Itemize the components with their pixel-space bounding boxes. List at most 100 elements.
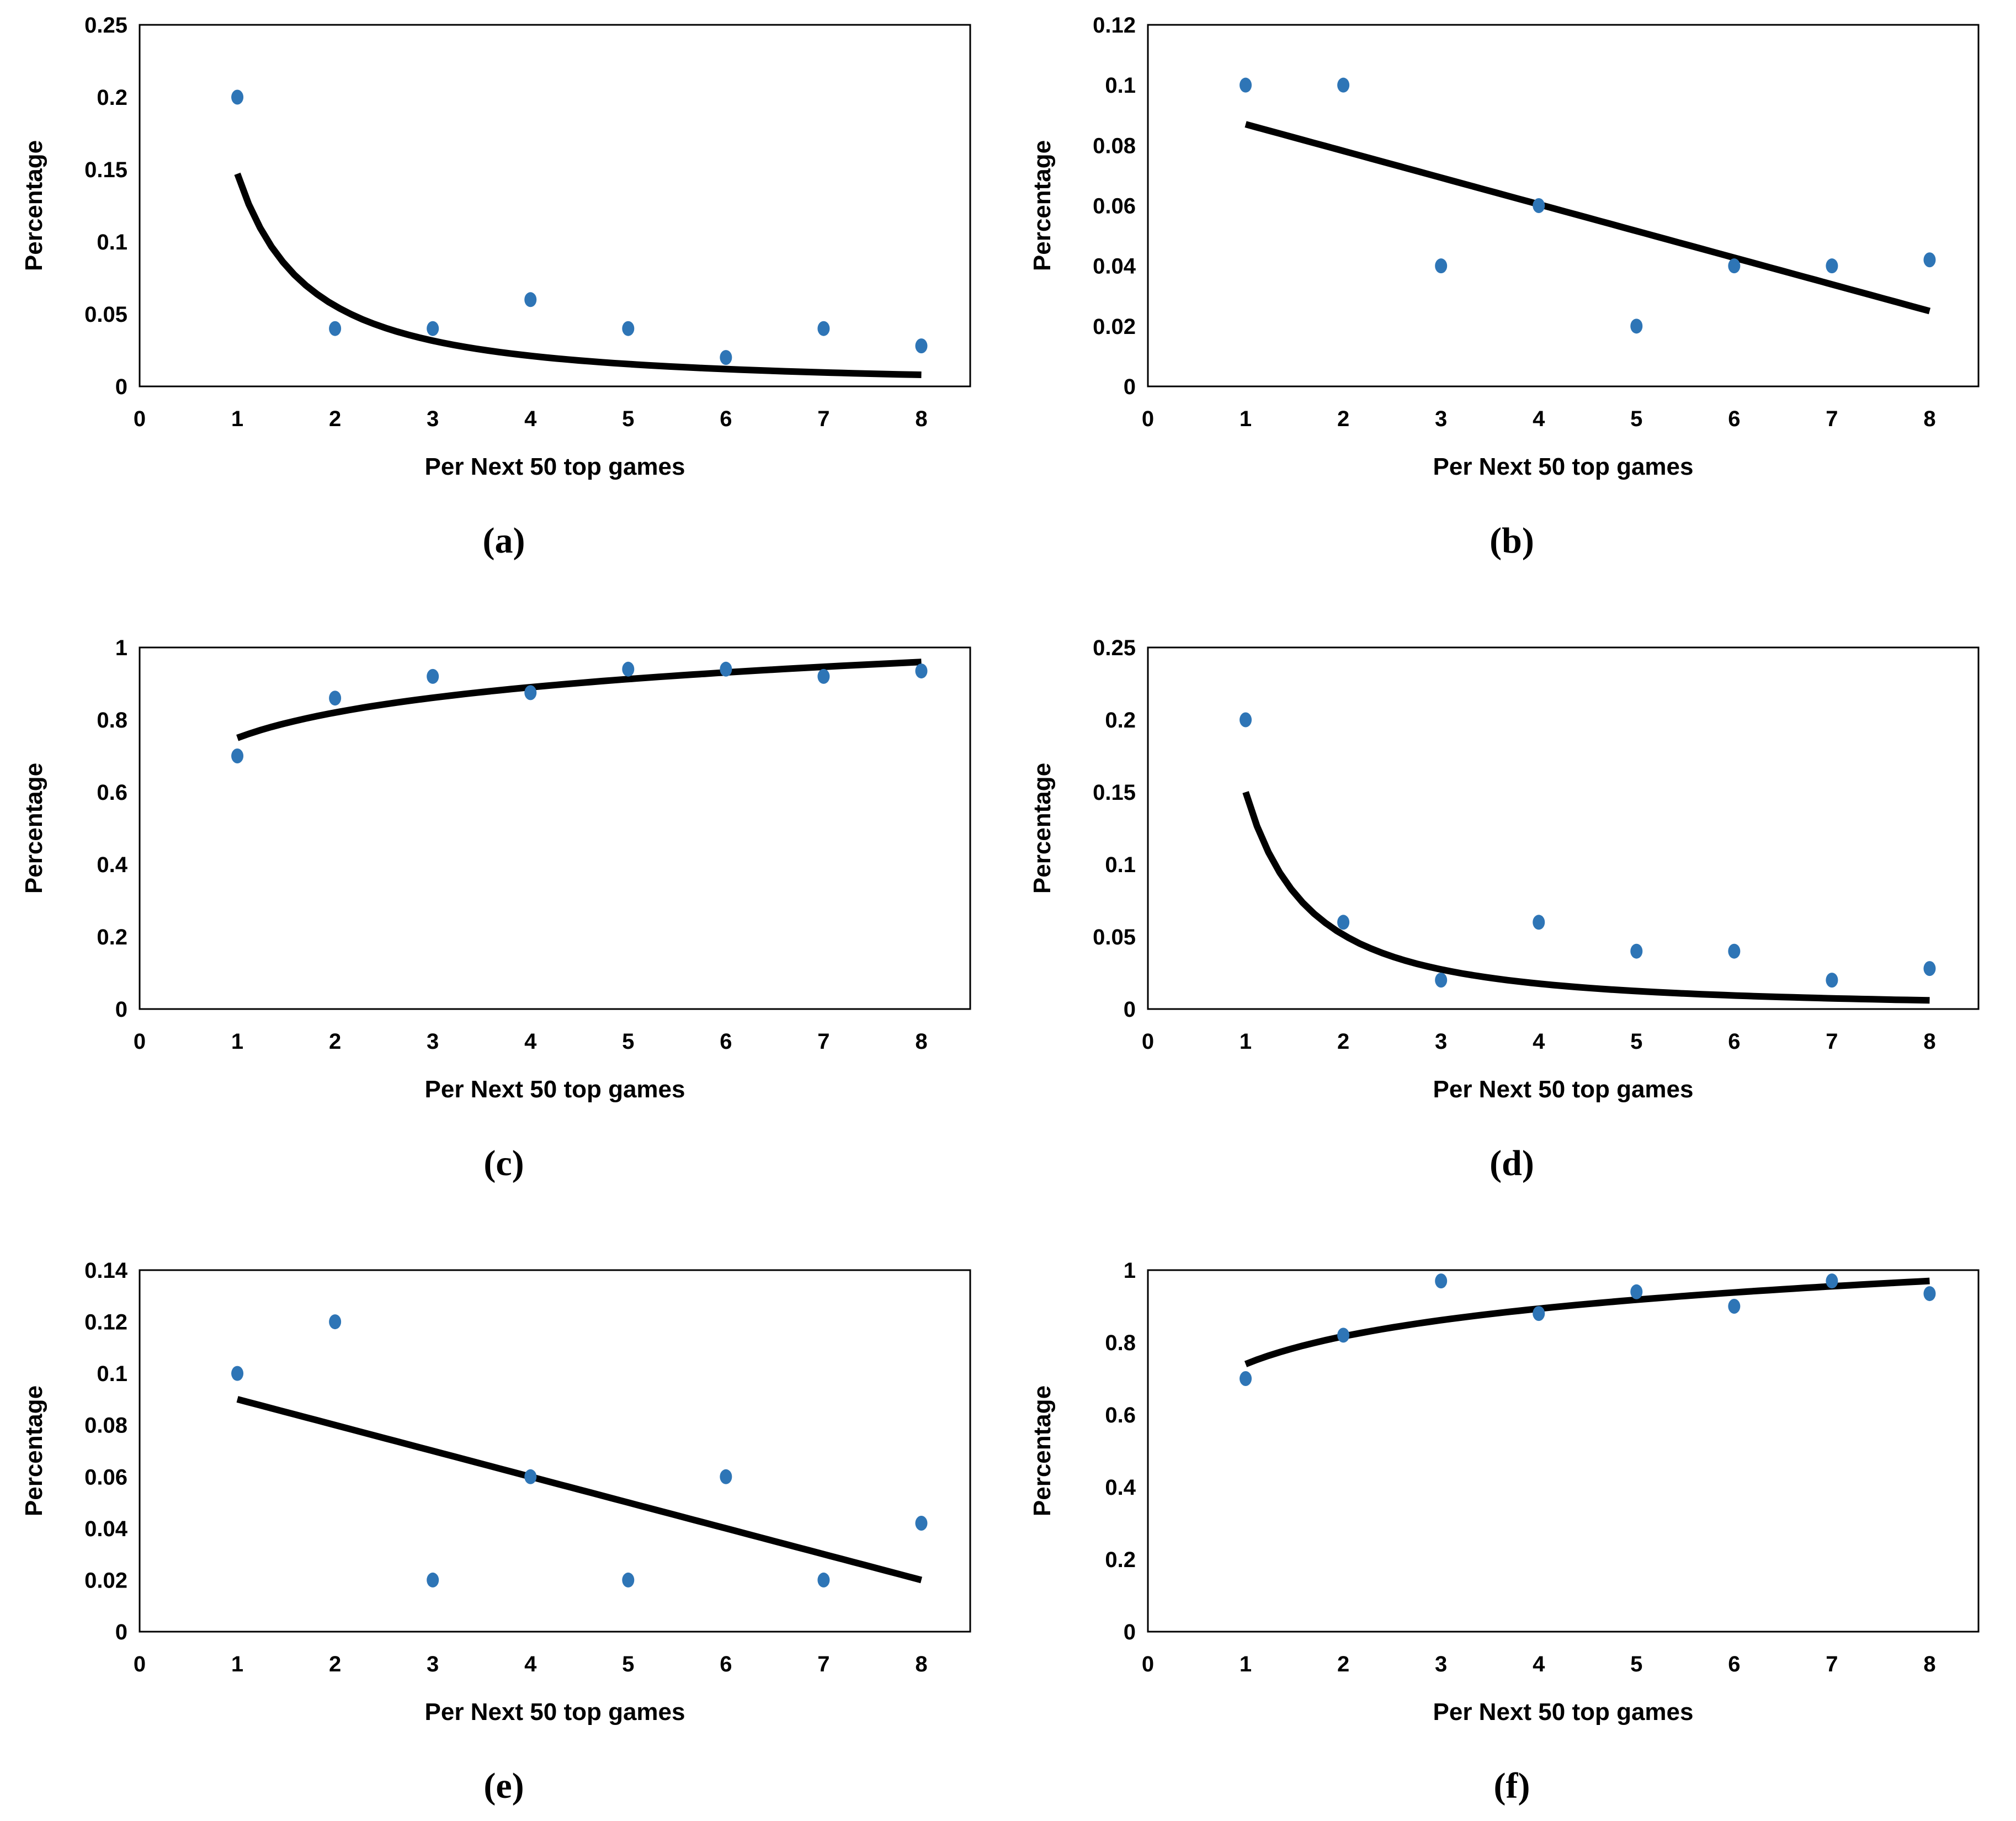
y-tick-label: 0.12 [84, 1310, 127, 1335]
x-tick-label: 2 [329, 1029, 341, 1054]
x-axis-title: Per Next 50 top games [425, 453, 685, 480]
y-tick-label: 0.6 [1105, 1403, 1136, 1427]
plot-area-border [139, 646, 971, 1010]
x-tick-label: 6 [720, 1029, 732, 1054]
data-point [1727, 1299, 1740, 1314]
x-tick-label: 6 [1728, 1652, 1740, 1676]
data-point [720, 350, 732, 365]
y-tick-label: 0.8 [1105, 1331, 1136, 1355]
data-point [1532, 915, 1545, 930]
x-tick-label: 5 [622, 1029, 634, 1054]
x-axis-title: Per Next 50 top games [425, 1698, 685, 1726]
x-tick-label: 0 [1141, 407, 1153, 431]
y-axis-title: Percentage [1029, 763, 1056, 894]
x-tick-label: 6 [1728, 1029, 1740, 1054]
plot-area-border [1147, 1269, 1979, 1633]
x-tick-label: 4 [524, 1652, 537, 1676]
data-point [1532, 1306, 1545, 1321]
y-tick-label: 0.12 [1093, 13, 1136, 38]
data-point [1239, 1371, 1252, 1386]
data-point [231, 89, 244, 105]
panel-d-caption: (d) [1490, 1143, 1534, 1183]
data-point [817, 1572, 830, 1588]
y-tick-label: 0 [1123, 997, 1135, 1022]
y-tick-label: 1 [1123, 1259, 1135, 1283]
data-point [231, 1366, 244, 1381]
y-tick-label: 0.8 [97, 708, 127, 732]
data-point [1239, 712, 1252, 728]
data-point [1434, 258, 1447, 274]
data-point [1434, 973, 1447, 988]
y-tick-label: 0.08 [1093, 134, 1136, 158]
data-point [1923, 1286, 1935, 1302]
y-tick-label: 0.04 [1093, 254, 1136, 279]
data-point [1825, 1273, 1838, 1289]
scatter-chart-e: 0 0.02 0.04 0.06 0.08 0.1 0.12 0.14 0 1 2 3 4 5 6 7 8 Per… [20, 1259, 971, 1726]
x-tick-label: 3 [1435, 1652, 1447, 1676]
x-tick-label: 1 [231, 1029, 243, 1054]
data-point [329, 1314, 342, 1330]
y-tick-label: 0.15 [1093, 781, 1136, 805]
x-tick-label: 0 [134, 1029, 146, 1054]
panel-b-caption: (b) [1490, 521, 1534, 561]
scatter-chart-b: 0 0.02 0.04 0.06 0.08 0.1 0.12 0 1 2 3 4 5 6 7 8 Percent… [1029, 13, 1979, 480]
y-tick-label: 0.05 [84, 302, 127, 327]
x-tick-label: 3 [427, 407, 439, 431]
data-point [427, 668, 439, 684]
y-tick-label: 0.06 [1093, 194, 1136, 219]
data-point [1337, 77, 1349, 93]
x-tick-label: 5 [622, 1652, 634, 1676]
y-axis-title: Percentage [20, 1385, 47, 1516]
data-point [231, 748, 244, 763]
y-tick-label: 1 [115, 636, 127, 660]
data-point [427, 321, 439, 336]
x-tick-label: 3 [427, 1652, 439, 1676]
trend-line [1244, 1277, 1930, 1367]
y-tick-label: 0.1 [97, 1362, 127, 1386]
x-tick-label: 2 [1337, 1029, 1349, 1054]
x-tick-label: 8 [915, 1652, 927, 1676]
y-tick-label: 0.1 [1105, 853, 1136, 877]
y-tick-label: 0.2 [97, 86, 127, 110]
x-tick-label: 7 [817, 1652, 829, 1676]
y-tick-label: 0.05 [1093, 925, 1136, 949]
data-point [1630, 943, 1642, 959]
x-tick-label: 2 [1337, 407, 1349, 431]
y-tick-label: 0.02 [84, 1568, 127, 1592]
x-axis-title: Per Next 50 top games [1433, 1076, 1693, 1103]
x-tick-label: 6 [720, 1652, 732, 1676]
x-tick-label: 6 [720, 407, 732, 431]
trend-line [1244, 121, 1930, 315]
y-tick-label: 0 [1123, 1620, 1135, 1644]
data-point [817, 321, 830, 336]
y-tick-label: 0.06 [84, 1465, 127, 1489]
x-tick-label: 4 [1533, 1652, 1545, 1676]
data-point [1630, 1284, 1642, 1299]
plot-area-border [139, 24, 971, 387]
panel-f-caption: (f) [1493, 1766, 1530, 1806]
panel-b: 0 0.02 0.04 0.06 0.08 0.1 0.12 0 1 2 3 4 5 6 7 8 Percent… [1008, 6, 2016, 562]
panel-c: 0 0.2 0.4 0.6 0.8 1 0 1 2 3 4 5 6 7 8 Percentage Per Nex… [0, 628, 1008, 1185]
x-tick-label: 5 [622, 407, 634, 431]
x-tick-label: 1 [1239, 407, 1251, 431]
plot-area-border [1147, 24, 1979, 387]
x-axis-title: Per Next 50 top games [1433, 1698, 1693, 1726]
panel-f: 0 0.2 0.4 0.6 0.8 1 0 1 2 3 4 5 6 7 8 Percentage Per Nex… [1008, 1251, 2016, 1807]
data-point [329, 691, 342, 706]
panel-d: 0 0.05 0.1 0.15 0.2 0.25 0 1 2 3 4 5 6 7 8 Percentage Pe… [1008, 628, 2016, 1185]
x-tick-label: 2 [329, 1652, 341, 1676]
x-tick-label: 4 [524, 407, 537, 431]
x-axis-title: Per Next 50 top games [1433, 453, 1693, 480]
y-tick-label: 0.14 [84, 1259, 128, 1283]
x-tick-label: 7 [817, 1029, 829, 1054]
x-tick-label: 5 [1630, 407, 1642, 431]
data-point [524, 1469, 537, 1484]
y-tick-label: 0.4 [1105, 1475, 1136, 1500]
x-tick-label: 4 [524, 1029, 537, 1054]
data-point [622, 1572, 635, 1588]
y-tick-label: 0 [115, 375, 127, 399]
y-tick-label: 0.1 [1105, 73, 1136, 98]
trend-line [234, 172, 922, 378]
x-tick-label: 5 [1630, 1652, 1642, 1676]
